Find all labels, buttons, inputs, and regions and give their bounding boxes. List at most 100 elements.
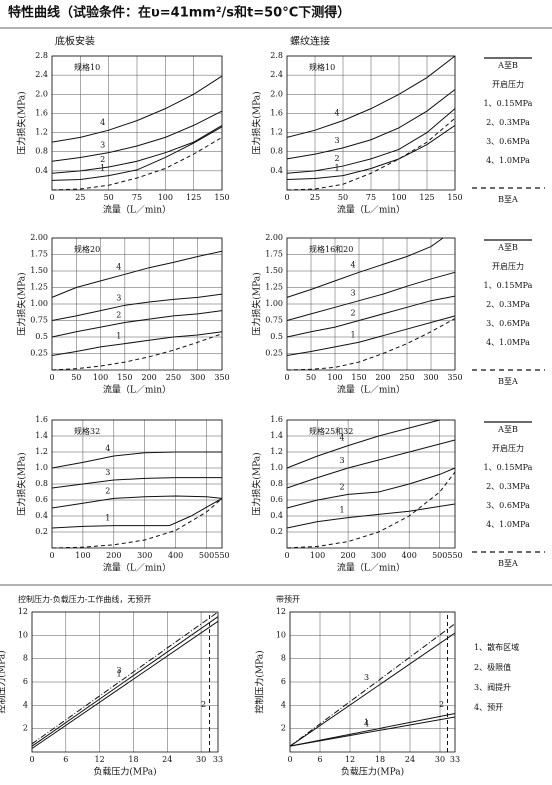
x-tick-label: 150 xyxy=(351,373,366,382)
y-axis-label: 压力损失(MPa) xyxy=(16,272,28,335)
y-tick-label: 1.6 xyxy=(270,108,283,117)
y-tick-label: 0.8 xyxy=(35,479,48,488)
x-tick-label: 0 xyxy=(49,551,54,560)
x-tick-label: 400 xyxy=(168,551,183,560)
x-tick-label: 300 xyxy=(190,373,205,382)
x-tick-label: 50 xyxy=(104,193,114,202)
plot-frame xyxy=(51,419,223,549)
series-line xyxy=(51,136,223,191)
curve-label: 1 xyxy=(340,506,345,515)
legend-label: 2、0.3MPa xyxy=(486,300,530,309)
x-tick-label: 300 xyxy=(423,373,438,382)
x-axis-label: 负载压力(MPa) xyxy=(341,766,404,778)
legend-label: A至B xyxy=(497,425,518,434)
y-tick-label: 1.6 xyxy=(35,415,48,424)
curve-label: 1 xyxy=(116,669,121,678)
y-tick-label: 0.4 xyxy=(270,166,283,175)
curve-label: 2 xyxy=(334,154,339,163)
plot-frame xyxy=(286,237,456,371)
curve-label: 2 xyxy=(201,700,206,709)
curve-label: 3 xyxy=(334,136,339,145)
y-tick-label: 2.8 xyxy=(270,51,283,60)
chart-title: 规格25和32 xyxy=(309,426,353,436)
plot-frame xyxy=(286,55,456,191)
series-line xyxy=(286,108,456,174)
series-line xyxy=(289,716,456,747)
y-axis-label: 控制压力(MPa) xyxy=(254,650,266,713)
y-tick-label: 1.6 xyxy=(35,108,48,117)
curve-label: 2 xyxy=(439,700,444,709)
y-tick-label: 4 xyxy=(23,700,28,709)
y-tick-label: 0.8 xyxy=(270,479,283,488)
series-line xyxy=(286,439,456,489)
legend-label: A至B xyxy=(497,61,518,70)
series-line xyxy=(286,318,456,371)
x-tick-label: 0 xyxy=(284,193,289,202)
series-line xyxy=(286,503,456,529)
legend-label: 2、极限值 xyxy=(474,662,511,672)
y-tick-label: 1.6 xyxy=(270,415,283,424)
x-tick-label: 0 xyxy=(49,193,54,202)
curve-label: 2 xyxy=(116,310,121,319)
x-tick-label: 100 xyxy=(310,551,325,560)
series-line xyxy=(51,451,222,469)
series-line xyxy=(51,477,222,489)
series-line xyxy=(286,315,456,356)
chart-title: 规格10 xyxy=(74,62,100,72)
series-line xyxy=(51,497,223,529)
y-tick-label: 2.00 xyxy=(30,233,48,242)
x-tick-label: 125 xyxy=(419,193,434,202)
x-tick-label: 350 xyxy=(447,373,462,382)
plot-frame xyxy=(51,237,223,371)
legend-label: 3、0.6MPa xyxy=(486,501,530,510)
x-tick-label: 6 xyxy=(63,755,68,764)
y-tick-label: 10 xyxy=(276,630,286,639)
y-axis-label: 控制压力(MPa) xyxy=(0,650,8,713)
plot-frame xyxy=(286,419,456,549)
x-tick-label: 50 xyxy=(71,373,81,382)
series-line xyxy=(51,124,223,174)
x-tick-label: 0 xyxy=(284,551,289,560)
series-line xyxy=(286,124,456,180)
y-tick-label: 1.25 xyxy=(265,283,283,292)
column-title: 螺纹连接 xyxy=(290,35,330,48)
x-tick-label: 0 xyxy=(284,373,289,382)
x-tick-label: 25 xyxy=(75,193,85,202)
series-line xyxy=(51,250,223,298)
x-tick-label: 200 xyxy=(375,373,390,382)
y-tick-label: 2.8 xyxy=(35,51,48,60)
y-tick-label: 2.4 xyxy=(35,70,48,79)
y-tick-label: 12 xyxy=(18,607,28,616)
x-axis-label: 流量（L／min） xyxy=(337,562,405,574)
legend-label: 开启压力 xyxy=(492,79,524,89)
series-line xyxy=(51,293,223,321)
curve-label: 4 xyxy=(105,444,110,453)
series-line xyxy=(289,632,456,747)
series-line xyxy=(286,237,444,298)
series-line xyxy=(289,623,456,747)
x-axis-label: 流量（L／min） xyxy=(103,384,171,396)
x-tick-label: 75 xyxy=(366,193,376,202)
y-tick-label: 0.5 xyxy=(35,332,48,341)
y-tick-label: 2.0 xyxy=(35,89,48,98)
legend-label: 1、0.15MPa xyxy=(484,99,533,108)
legend-label: 4、1.0MPa xyxy=(486,520,530,529)
y-tick-label: 6 xyxy=(281,677,286,686)
series-line xyxy=(51,495,223,509)
y-tick-label: 1.75 xyxy=(265,250,283,259)
curve-label: 4 xyxy=(364,720,369,729)
x-tick-label: 250 xyxy=(399,373,414,382)
x-axis-label: 流量（L／min） xyxy=(103,562,171,574)
x-axis-label: 流量（L／min） xyxy=(103,204,171,216)
curve-label: 1 xyxy=(116,332,121,341)
curve-label: 3 xyxy=(116,666,121,675)
legend-label: B至A xyxy=(498,559,518,568)
y-tick-label: 1.4 xyxy=(270,431,283,440)
y-tick-label: 2 xyxy=(23,724,28,733)
series-line xyxy=(289,713,456,747)
legend-label: 1、0.15MPa xyxy=(484,463,533,472)
legend-label: 1、散布区域 xyxy=(474,642,519,652)
curve-label: 3 xyxy=(105,468,110,477)
